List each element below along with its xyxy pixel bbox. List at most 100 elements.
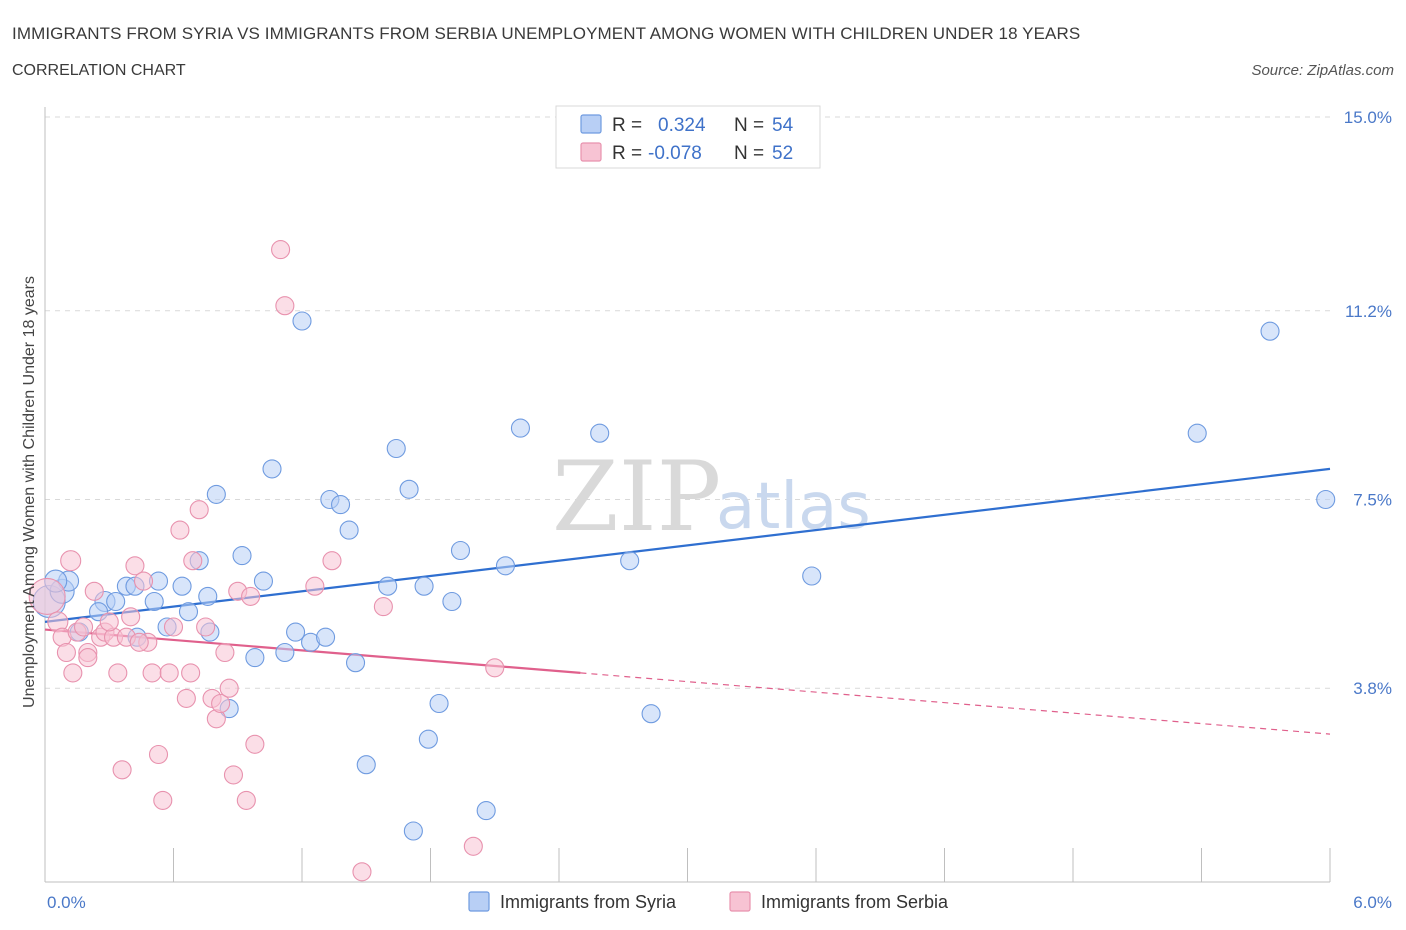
point-serbia-4 [63, 663, 83, 683]
point-serbia-42 [322, 551, 342, 571]
point-serbia-13 [112, 760, 132, 780]
point-serbia-34 [223, 765, 244, 785]
point-syria-22 [262, 459, 282, 479]
point-syria-40 [442, 591, 462, 612]
point-serbia-25 [181, 663, 201, 683]
point-serbia-28 [196, 617, 216, 637]
point-serbia-23 [170, 520, 190, 540]
point-syria-37 [414, 576, 434, 596]
point-serbia-44 [373, 597, 393, 617]
legend-n-value-serbia: 52 [772, 143, 793, 164]
bottom-legend-serbia: Immigrants from Serbia [761, 892, 949, 912]
point-syria-41 [450, 540, 471, 561]
point-serbia-2 [60, 550, 82, 572]
y-tick-label-2: 11.2% [1345, 302, 1392, 321]
point-syria-46 [620, 551, 640, 571]
point-serbia-22 [163, 617, 184, 637]
point-syria-19 [232, 546, 252, 566]
point-serbia-40 [275, 296, 295, 316]
point-syria-49 [1187, 423, 1207, 443]
legend-swatch-serbia [580, 142, 602, 162]
legend-r-label-serbia: R = [612, 143, 642, 164]
point-syria-17 [206, 484, 226, 504]
source-credit: Source: ZipAtlas.com [1251, 62, 1394, 79]
watermark-zip: ZIP [552, 441, 721, 553]
point-syria-39 [429, 693, 449, 714]
y-axis-label: Unemployment Among Women with Children U… [21, 276, 38, 708]
point-serbia-20 [153, 790, 173, 810]
point-serbia-19 [148, 744, 169, 765]
point-syria-30 [339, 520, 359, 540]
y-tick-label-0: 3.8% [1353, 679, 1392, 698]
point-syria-43 [495, 556, 516, 576]
point-syria-42 [476, 801, 496, 821]
point-serbia-39 [271, 240, 291, 260]
point-syria-12 [172, 576, 192, 596]
point-serbia-12 [108, 663, 128, 683]
point-syria-45 [590, 423, 610, 443]
point-syria-32 [356, 755, 376, 775]
point-serbia-45 [463, 836, 483, 856]
watermark: ZIP atlas [552, 441, 871, 553]
point-syria-31 [345, 653, 366, 673]
point-serbia-36 [236, 790, 256, 810]
legend-n-label-serbia: N = [734, 143, 764, 164]
point-syria-23 [275, 642, 295, 663]
point-syria-36 [403, 821, 423, 841]
point-serbia-32 [215, 642, 235, 663]
point-syria-35 [399, 479, 419, 499]
point-syria-38 [418, 729, 438, 749]
point-serbia-48 [99, 612, 119, 632]
point-serbia-38 [245, 734, 265, 754]
point-syria-20 [245, 648, 265, 668]
legend-swatch-syria [580, 114, 602, 134]
stats-legend: R = 0.324 N = 54 R = -0.078 N = 52 [555, 105, 821, 169]
legend-n-label-syria: N = [734, 115, 764, 136]
point-serbia-41 [305, 576, 325, 596]
point-serbia-46 [485, 658, 505, 678]
point-serbia-21 [159, 663, 179, 683]
y-tick-label-3: 15.0% [1344, 108, 1392, 127]
point-syria-34 [386, 438, 406, 459]
point-serbia-26 [183, 551, 203, 571]
legend-r-label-syria: R = [612, 115, 642, 136]
point-serbia-0 [28, 577, 66, 615]
point-syria-5 [106, 591, 126, 612]
point-syria-9 [144, 591, 164, 612]
point-serbia-15 [125, 556, 145, 576]
point-syria-21 [253, 571, 274, 591]
point-syria-33 [378, 576, 398, 596]
point-serbia-47 [78, 648, 98, 668]
point-serbia-51 [129, 632, 149, 652]
point-serbia-14 [121, 607, 141, 627]
bottom-legend-swatch-syria [468, 891, 490, 912]
point-syria-47 [641, 704, 661, 724]
point-syria-51 [1316, 489, 1336, 510]
point-syria-44 [510, 418, 531, 438]
point-syria-25 [292, 311, 312, 331]
point-serbia-8 [84, 581, 104, 601]
x-tick-label-0: 0.0% [47, 893, 86, 912]
point-syria-27 [316, 627, 336, 647]
data-points [28, 240, 1336, 882]
point-serbia-49 [56, 642, 76, 663]
point-serbia-24 [176, 688, 196, 708]
watermark-atlas: atlas [716, 470, 871, 544]
trend-line-serbia-extension [580, 672, 1331, 735]
point-syria-13 [178, 602, 199, 622]
point-serbia-6 [74, 617, 94, 637]
x-tick-label-1: 6.0% [1353, 893, 1392, 912]
legend-r-value-serbia: -0.078 [648, 143, 702, 164]
point-serbia-43 [352, 862, 372, 882]
point-syria-29 [330, 495, 351, 515]
y-tick-label-1: 7.5% [1353, 491, 1392, 510]
legend-n-value-syria: 54 [772, 115, 794, 136]
chart-subtitle: CORRELATION CHART [12, 62, 186, 79]
point-serbia-16 [133, 571, 154, 591]
point-serbia-33 [219, 678, 239, 698]
point-serbia-37 [241, 586, 261, 606]
axes [44, 107, 1331, 883]
point-syria-15 [198, 586, 218, 606]
point-syria-24 [286, 622, 306, 642]
